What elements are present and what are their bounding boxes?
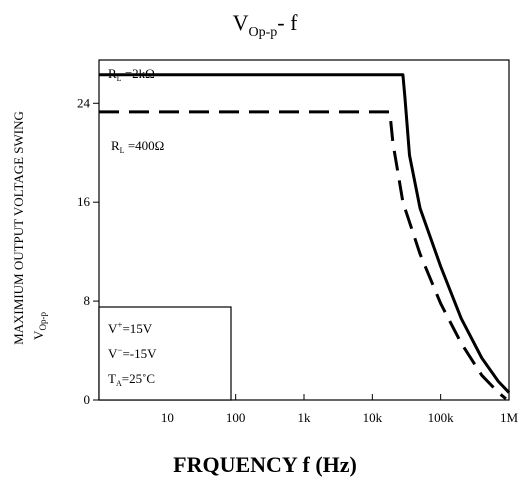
series-line-2k [99,73,511,394]
condition-vplus-main: V [108,321,118,336]
title-tail: - f [277,10,298,35]
title-main: V [233,10,249,35]
chart-title: VOp-p- f [233,10,298,40]
condition-vplus-tail: =15V [122,321,152,336]
series-label-400: RL =400Ω [111,138,164,155]
x-tick-label: 1M [500,410,519,425]
series-label-2k-tail: =2kΩ [122,66,155,81]
condition-vminus: V−=-15V [108,345,157,361]
series-label-400-sub: L [120,146,125,155]
condition-vminus-main: V [108,346,118,361]
condition-vplus-sup: + [117,320,122,330]
y-symbol-subscript: Op-p [38,312,48,331]
x-tick-label: 1k [298,410,312,425]
series-label-2k-main: R [108,66,117,81]
condition-vminus-tail: =-15V [122,346,157,361]
condition-ta-tail: =25˚C [122,371,155,386]
series-group [99,73,511,400]
condition-ta-sub: A [116,379,122,388]
y-tick-label: 0 [84,392,91,407]
series-line-400 [99,110,507,400]
x-axis-label: FRQUENCY f (Hz) [173,452,357,477]
y-axis-label: MAXIMIUM OUTPUT VOLTAGE SWING [11,111,26,345]
y-tick-label: 24 [77,95,91,110]
condition-vminus-sup: − [117,345,122,355]
axis-ticks: 10 100 1k 10k 100k 1M 0 8 16 24 [77,95,518,425]
title-subscript: Op-p [248,25,277,40]
series-label-400-tail: =400Ω [125,138,165,153]
x-tick-label: 100 [226,410,246,425]
y-tick-label: 8 [84,293,91,308]
series-label-400-main: R [111,138,120,153]
conditions-frame [98,306,232,401]
x-tick-label: 100k [428,410,455,425]
y-symbol-main: V [31,330,46,340]
y-tick-label: 16 [77,194,91,209]
series-label-2k: RL =2kΩ [108,66,155,83]
series-label-2k-sub: L [117,74,122,83]
x-tick-label: 10 [161,410,174,425]
condition-vplus: V+=15V [108,320,153,336]
x-tick-label: 10k [363,410,383,425]
condition-ta-main: T [108,371,116,386]
y-axis-symbol: VOp-p [31,312,48,340]
condition-ta: TA=25˚C [108,371,155,388]
conditions-box: V+=15V V−=-15V TA=25˚C [98,306,232,401]
